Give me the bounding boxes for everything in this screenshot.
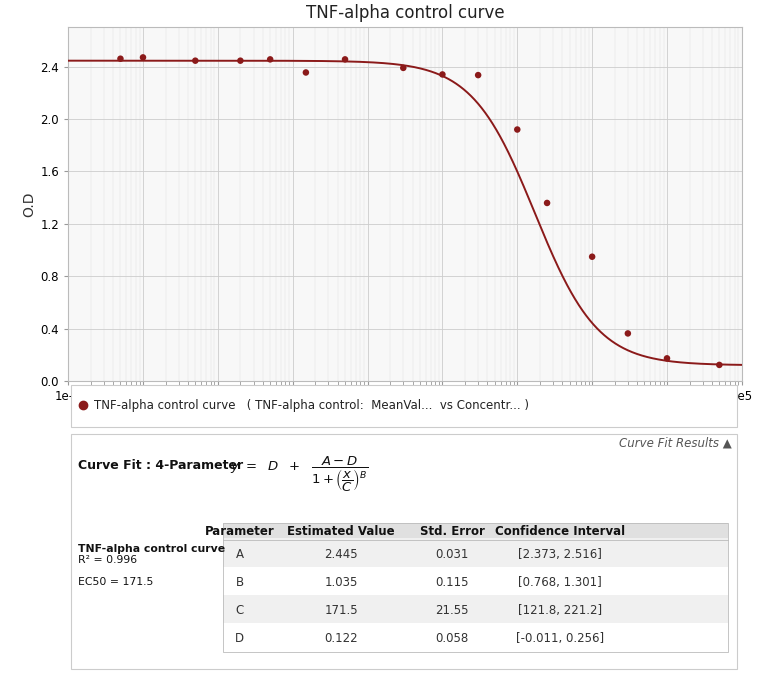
Point	[114, 53, 126, 64]
Bar	[223, 623, 728, 651]
Text: Curve Fit : 4-Parameter: Curve Fit : 4-Parameter	[78, 459, 243, 472]
Text: 21.55: 21.55	[435, 604, 469, 617]
Point	[436, 69, 448, 80]
X-axis label: Concentration(TNF-alpha): Concentration(TNF-alpha)	[315, 411, 495, 426]
Point	[586, 251, 598, 262]
Bar	[223, 595, 728, 623]
Bar	[223, 539, 728, 567]
Text: 2.445: 2.445	[324, 548, 358, 561]
Point	[397, 63, 410, 74]
Point	[472, 69, 484, 80]
Text: C: C	[236, 604, 244, 617]
Title: TNF-alpha control curve: TNF-alpha control curve	[306, 3, 504, 22]
Point	[713, 360, 725, 370]
Text: D: D	[235, 632, 245, 645]
Text: A: A	[236, 548, 244, 561]
Text: $y\ =\ \ D\ \ +\ \ \dfrac{A-D}{1+\left(\dfrac{x}{C}\right)^{B}}$: $y\ =\ \ D\ \ +\ \ \dfrac{A-D}{1+\left(\…	[230, 456, 368, 494]
Text: [121.8, 221.2]: [121.8, 221.2]	[518, 604, 602, 617]
Text: 1.035: 1.035	[324, 576, 357, 589]
Point	[541, 197, 553, 208]
Point	[661, 353, 673, 364]
Text: Curve Fit Results ▲: Curve Fit Results ▲	[619, 437, 732, 450]
Point	[621, 328, 634, 339]
Text: [-0.011, 0.256]: [-0.011, 0.256]	[516, 632, 604, 645]
Text: 0.115: 0.115	[435, 576, 469, 589]
Text: [2.373, 2.516]: [2.373, 2.516]	[518, 548, 602, 561]
Point	[235, 55, 247, 66]
Bar	[223, 567, 728, 595]
Y-axis label: O.D: O.D	[22, 191, 36, 217]
Text: Parameter: Parameter	[205, 524, 275, 537]
Point	[264, 54, 276, 65]
FancyBboxPatch shape	[71, 385, 737, 427]
Text: 0.122: 0.122	[324, 632, 358, 645]
Text: 0.058: 0.058	[435, 632, 469, 645]
Text: Confidence Interval: Confidence Interval	[495, 524, 625, 537]
Text: B: B	[236, 576, 244, 589]
Point	[189, 55, 201, 66]
Text: 171.5: 171.5	[324, 604, 358, 617]
Text: EC50 = 171.5: EC50 = 171.5	[78, 577, 154, 588]
Point	[339, 54, 351, 65]
Text: TNF-alpha control curve: TNF-alpha control curve	[78, 544, 226, 554]
Bar	[223, 522, 728, 539]
Point	[300, 67, 312, 78]
Text: 0.031: 0.031	[435, 548, 469, 561]
Point	[137, 52, 149, 63]
Point	[511, 124, 523, 135]
Bar	[223, 522, 728, 652]
Text: TNF-alpha control curve   ( TNF-alpha control:  MeanVal...  vs Concentr... ): TNF-alpha control curve ( TNF-alpha cont…	[94, 399, 528, 412]
Text: Estimated Value: Estimated Value	[287, 524, 395, 537]
Text: [0.768, 1.301]: [0.768, 1.301]	[518, 576, 602, 589]
Text: Std. Error: Std. Error	[419, 524, 484, 537]
Text: R² = 0.996: R² = 0.996	[78, 556, 137, 565]
